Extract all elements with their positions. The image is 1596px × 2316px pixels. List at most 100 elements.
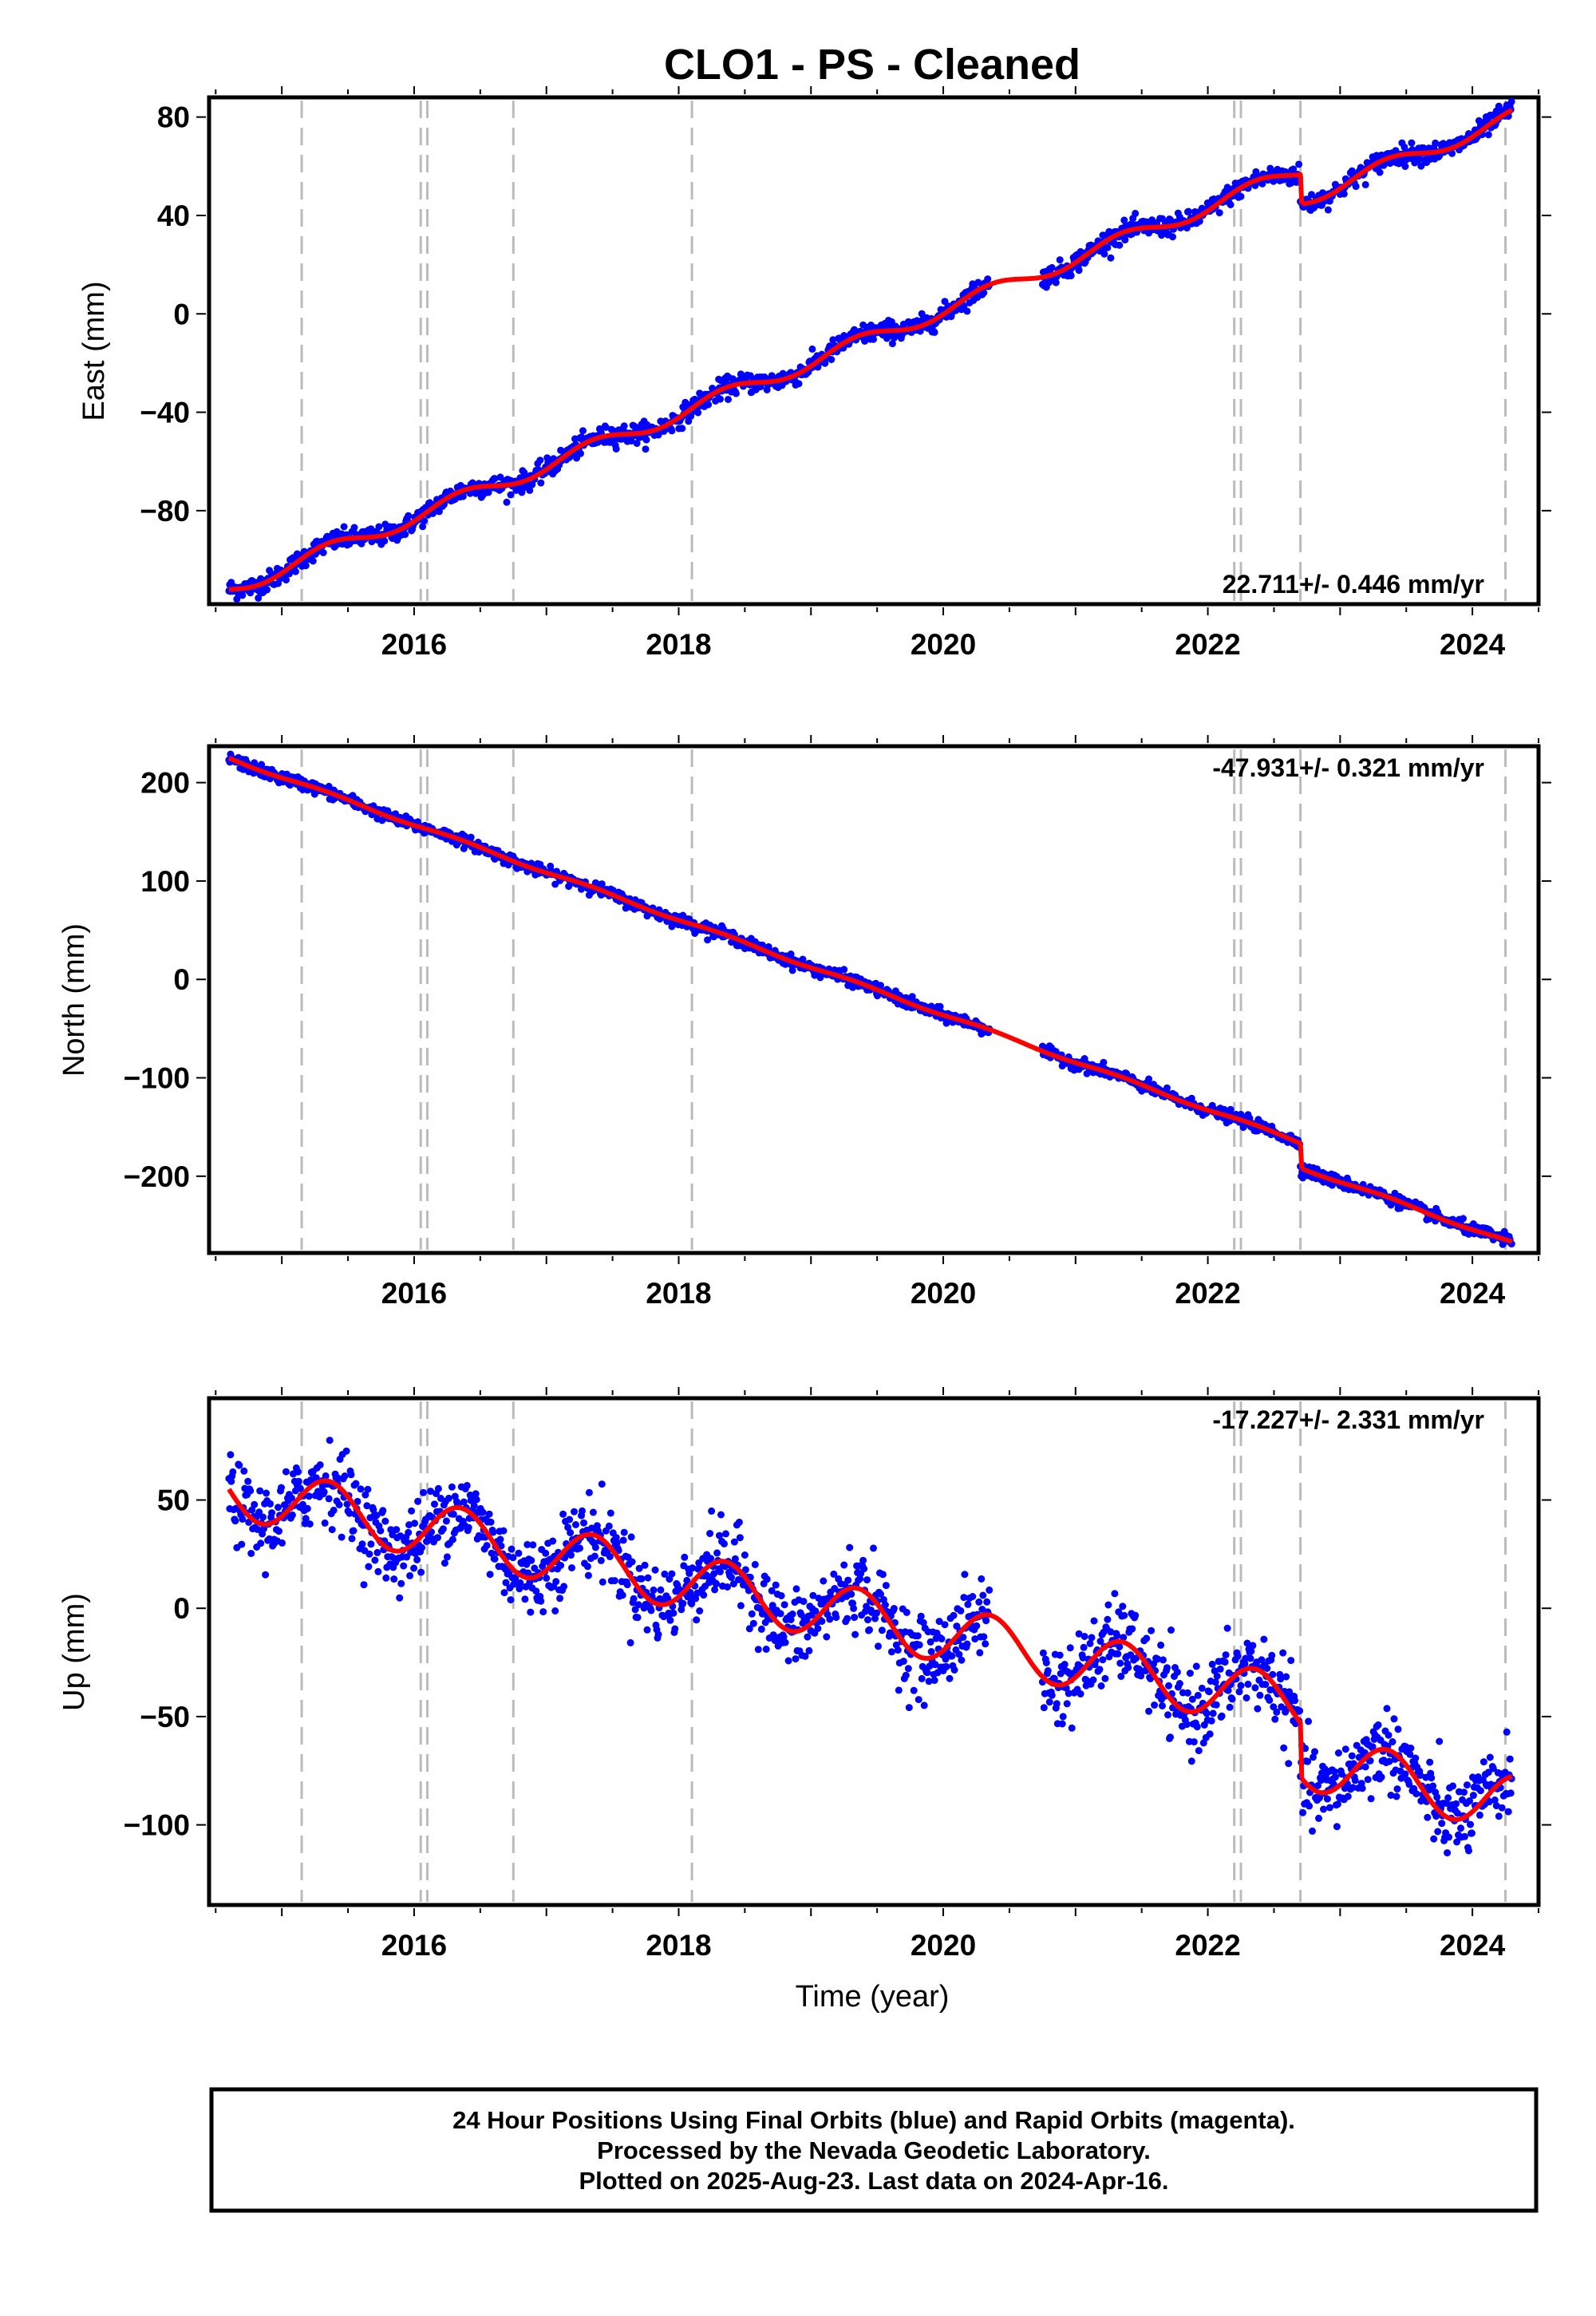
east-data-point <box>309 557 317 565</box>
up-data-point <box>263 1489 271 1497</box>
up-data-point <box>763 1575 771 1583</box>
up-data-point <box>439 1525 447 1533</box>
east-data-point <box>1266 164 1274 172</box>
east-data-point <box>1056 256 1064 264</box>
east-data-point <box>732 389 740 397</box>
up-data-point <box>560 1583 568 1591</box>
east-data-point <box>1295 160 1303 168</box>
up-data-point <box>496 1535 504 1543</box>
up-data-point <box>1119 1603 1127 1611</box>
up-data-point <box>1444 1794 1452 1802</box>
up-data-point <box>899 1658 907 1666</box>
east-data-point <box>1120 216 1128 224</box>
up-data-point <box>626 1638 634 1646</box>
up-data-point <box>1209 1709 1217 1717</box>
up-data-point <box>623 1581 631 1589</box>
up-data-point <box>826 1615 834 1623</box>
up-data-point <box>890 1605 898 1612</box>
up-data-point <box>915 1696 922 1704</box>
up-data-point <box>1213 1672 1221 1680</box>
up-data-point <box>650 1586 658 1594</box>
up-data-point <box>597 1556 605 1564</box>
east-data-point <box>668 427 676 435</box>
up-data-point <box>1438 1820 1446 1828</box>
east-data-point <box>1116 241 1124 249</box>
up-data-point <box>1203 1709 1211 1717</box>
up-data-point <box>920 1701 928 1709</box>
east-data-point <box>612 445 620 453</box>
up-data-point <box>1424 1813 1432 1821</box>
up-data-point <box>1148 1626 1156 1634</box>
up-data-point <box>551 1607 559 1614</box>
up-data-point <box>1452 1800 1460 1808</box>
up-data-point <box>1506 1755 1514 1763</box>
up-data-point <box>589 1508 597 1516</box>
up-data-point <box>728 1574 735 1582</box>
up-data-point <box>1436 1737 1444 1745</box>
east-data-point <box>419 523 427 531</box>
up-data-point <box>240 1467 248 1475</box>
east-data-point <box>1183 224 1191 232</box>
up-data-point <box>777 1592 785 1599</box>
up-data-point <box>397 1579 405 1587</box>
up-data-point <box>859 1556 867 1564</box>
up-data-point <box>1389 1738 1396 1745</box>
footer-line-2: Processed by the Nevada Geodetic Laborat… <box>597 2136 1151 2164</box>
up-data-point <box>1097 1682 1105 1690</box>
up-data-point <box>414 1497 422 1505</box>
up-data-point <box>1393 1792 1400 1800</box>
up-data-point <box>1167 1626 1175 1634</box>
up-data-point <box>878 1626 886 1634</box>
up-data-point <box>256 1487 264 1495</box>
footer-line-1: 24 Hour Positions Using Final Orbits (bl… <box>452 2106 1295 2134</box>
up-data-point <box>434 1484 442 1492</box>
east-y-tick-label: 0 <box>173 298 190 330</box>
up-data-point <box>326 1437 334 1445</box>
up-data-point <box>598 1578 606 1586</box>
up-data-point <box>338 1533 346 1541</box>
up-data-point <box>1504 1808 1512 1816</box>
east-data-point <box>642 445 650 453</box>
up-data-point <box>244 1477 252 1485</box>
east-data-point <box>381 537 389 545</box>
east-data-point <box>239 591 247 599</box>
up-data-point <box>567 1529 575 1536</box>
up-data-point <box>275 1528 282 1535</box>
east-data-point <box>1075 267 1083 275</box>
north-x-tick-label: 2018 <box>646 1277 711 1310</box>
north-rate-label: -47.931+/- 0.321 mm/yr <box>1212 753 1484 782</box>
up-data-point <box>1285 1760 1293 1768</box>
up-data-point <box>1208 1660 1216 1668</box>
up-data-point <box>1145 1707 1153 1715</box>
east-data-point <box>350 524 358 532</box>
up-data-point <box>757 1625 765 1633</box>
up-data-point <box>1113 1632 1121 1640</box>
up-data-point <box>335 1501 343 1508</box>
up-data-point <box>1282 1673 1290 1681</box>
up-data-point <box>969 1593 977 1600</box>
up-data-point <box>381 1517 389 1525</box>
east-data-point <box>1169 233 1176 241</box>
up-data-point <box>804 1633 812 1641</box>
up-data-point <box>1205 1688 1213 1696</box>
up-data-point <box>288 1511 296 1519</box>
east-data-point <box>536 456 544 464</box>
up-data-point <box>229 1468 237 1476</box>
east-data-point <box>302 562 310 570</box>
east-data-point <box>1048 263 1056 271</box>
up-data-point <box>1226 1703 1234 1711</box>
up-data-point <box>420 1488 427 1496</box>
up-data-point <box>567 1551 575 1559</box>
east-x-tick-label: 2024 <box>1440 628 1506 661</box>
up-data-point <box>1374 1721 1382 1729</box>
up-data-point <box>1235 1688 1243 1696</box>
up-data-point <box>1193 1723 1201 1731</box>
up-data-point <box>373 1548 381 1556</box>
east-data-point <box>459 492 467 500</box>
east-data-point <box>291 567 299 575</box>
up-data-point <box>1101 1674 1109 1682</box>
east-data-point <box>526 486 534 494</box>
